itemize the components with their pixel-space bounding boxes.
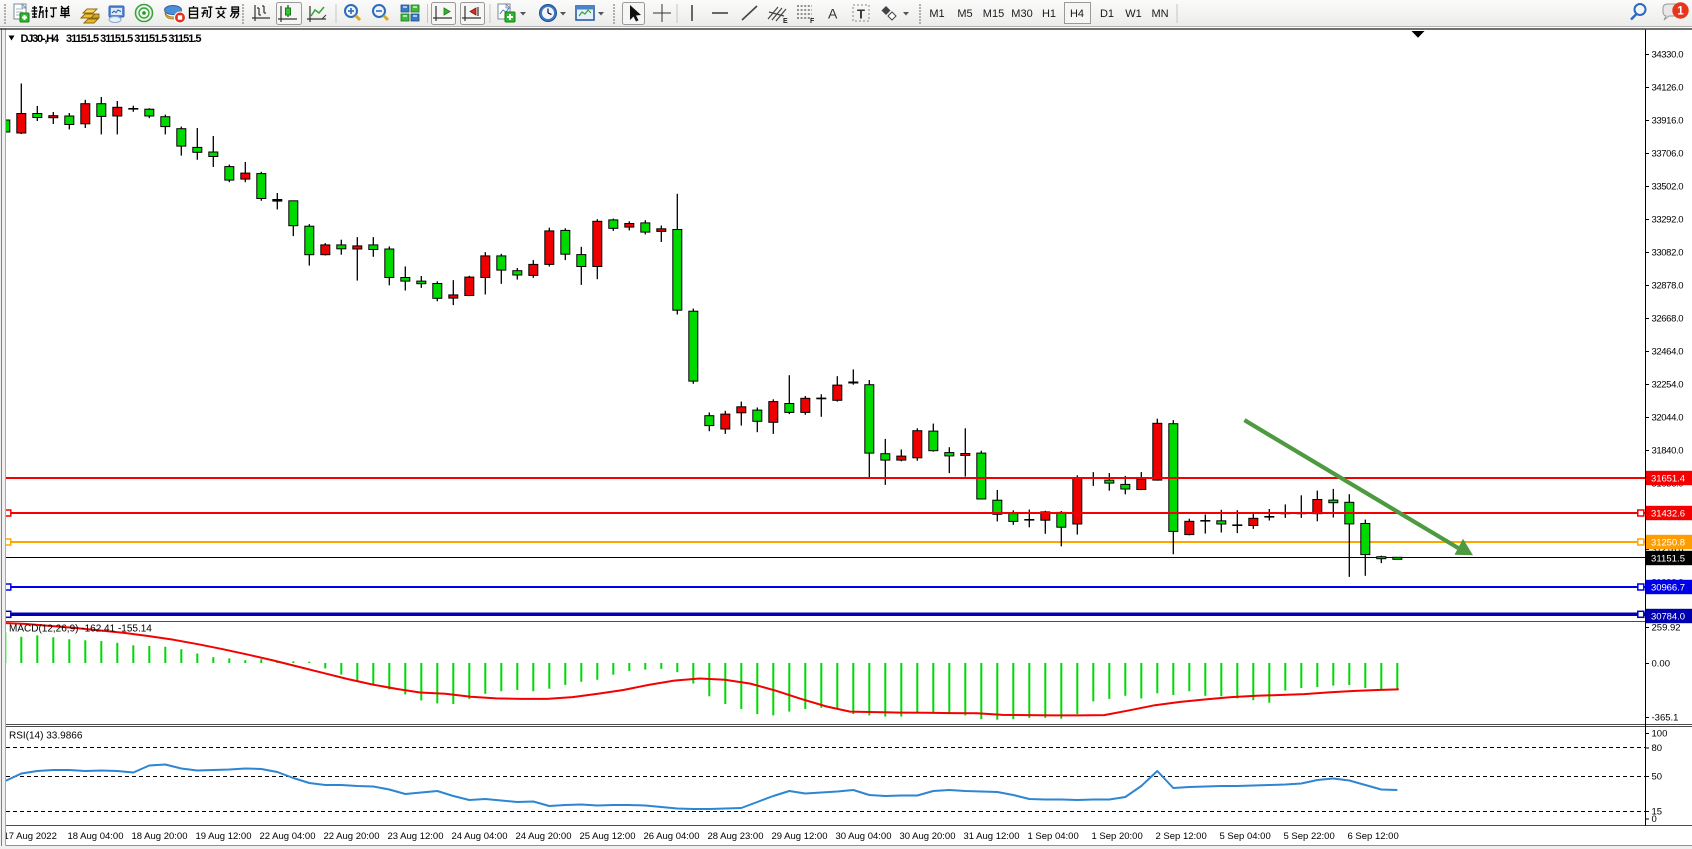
- svg-text:M1: M1: [929, 8, 944, 20]
- svg-text:MN: MN: [1151, 8, 1168, 20]
- svg-text:25 Aug 12:00: 25 Aug 12:00: [580, 831, 636, 842]
- svg-text:80: 80: [1652, 743, 1663, 754]
- svg-text:18 Aug 20:00: 18 Aug 20:00: [132, 831, 188, 842]
- svg-text:34126.0: 34126.0: [1652, 82, 1684, 93]
- svg-text:100: 100: [1652, 728, 1668, 739]
- svg-text:T: T: [857, 7, 865, 22]
- svg-text:31151.5: 31151.5: [1651, 554, 1685, 565]
- svg-text:H4: H4: [1070, 8, 1084, 20]
- svg-text:22 Aug 04:00: 22 Aug 04:00: [260, 831, 316, 842]
- svg-text:RSI(14) 33.9866: RSI(14) 33.9866: [9, 731, 83, 742]
- svg-text:M30: M30: [1011, 8, 1032, 20]
- svg-text:22 Aug 20:00: 22 Aug 20:00: [324, 831, 380, 842]
- svg-text:33916.0: 33916.0: [1652, 115, 1684, 126]
- svg-text:33502.0: 33502.0: [1652, 181, 1684, 192]
- svg-text:32044.0: 32044.0: [1652, 412, 1684, 423]
- svg-text:19 Aug 12:00: 19 Aug 12:00: [196, 831, 252, 842]
- svg-text:E: E: [783, 18, 788, 25]
- svg-text:31432.6: 31432.6: [1651, 509, 1685, 520]
- svg-text:31651.4: 31651.4: [1651, 474, 1685, 485]
- svg-text:31151.5 31151.5 31151.5 31151.: 31151.5 31151.5 31151.5 31151.5: [66, 33, 202, 45]
- svg-text:0: 0: [1652, 814, 1657, 825]
- svg-text:33292.0: 33292.0: [1652, 214, 1684, 225]
- svg-text:30 Aug 20:00: 30 Aug 20:00: [900, 831, 956, 842]
- svg-text:W1: W1: [1125, 8, 1142, 20]
- svg-text:50: 50: [1652, 771, 1663, 782]
- svg-text:DJ30-,H4: DJ30-,H4: [21, 33, 60, 45]
- svg-text:32464.0: 32464.0: [1652, 346, 1684, 357]
- svg-text:15: 15: [1652, 806, 1663, 817]
- svg-text:33082.0: 33082.0: [1652, 247, 1684, 258]
- svg-text:26 Aug 04:00: 26 Aug 04:00: [644, 831, 700, 842]
- svg-text:24 Aug 20:00: 24 Aug 20:00: [516, 831, 572, 842]
- svg-text:24 Aug 04:00: 24 Aug 04:00: [452, 831, 508, 842]
- svg-text:32254.0: 32254.0: [1652, 379, 1684, 390]
- svg-text:32878.0: 32878.0: [1652, 280, 1684, 291]
- svg-text:259.92: 259.92: [1652, 622, 1681, 633]
- svg-text:29 Aug 12:00: 29 Aug 12:00: [772, 831, 828, 842]
- svg-text:28 Aug 23:00: 28 Aug 23:00: [708, 831, 764, 842]
- svg-text:5 Sep 04:00: 5 Sep 04:00: [1220, 831, 1271, 842]
- svg-text:M15: M15: [983, 8, 1004, 20]
- svg-text:1 Sep 20:00: 1 Sep 20:00: [1092, 831, 1143, 842]
- svg-text:H1: H1: [1042, 8, 1056, 20]
- svg-text:18 Aug 04:00: 18 Aug 04:00: [68, 831, 124, 842]
- svg-text:0.00: 0.00: [1652, 658, 1671, 669]
- svg-text:33706.0: 33706.0: [1652, 148, 1684, 159]
- svg-text:31 Aug 12:00: 31 Aug 12:00: [964, 831, 1020, 842]
- svg-text:5 Sep 22:00: 5 Sep 22:00: [1284, 831, 1335, 842]
- svg-text:1: 1: [1677, 6, 1684, 18]
- svg-text:17 Aug 2022: 17 Aug 2022: [4, 831, 57, 842]
- svg-text:-365.1: -365.1: [1652, 712, 1679, 723]
- svg-text:F: F: [810, 18, 815, 25]
- svg-text:MACD(12,26,9) -162.41 -155.14: MACD(12,26,9) -162.41 -155.14: [9, 624, 152, 635]
- svg-text:31840.0: 31840.0: [1652, 445, 1684, 456]
- svg-text:D1: D1: [1100, 8, 1114, 20]
- svg-text:34330.0: 34330.0: [1652, 49, 1684, 60]
- svg-text:30 Aug 04:00: 30 Aug 04:00: [836, 831, 892, 842]
- svg-text:A: A: [828, 6, 838, 22]
- svg-text:31250.8: 31250.8: [1651, 538, 1685, 549]
- svg-text:23 Aug 12:00: 23 Aug 12:00: [388, 831, 444, 842]
- svg-text:2 Sep 12:00: 2 Sep 12:00: [1156, 831, 1207, 842]
- svg-text:31216.0: 31216.0: [1652, 544, 1684, 555]
- svg-text:32668.0: 32668.0: [1652, 313, 1684, 324]
- svg-text:30784.0: 30784.0: [1651, 612, 1685, 623]
- svg-text:6 Sep 12:00: 6 Sep 12:00: [1348, 831, 1399, 842]
- svg-text:M5: M5: [957, 8, 972, 20]
- svg-text:1 Sep 04:00: 1 Sep 04:00: [1028, 831, 1079, 842]
- svg-text:30966.7: 30966.7: [1651, 583, 1685, 594]
